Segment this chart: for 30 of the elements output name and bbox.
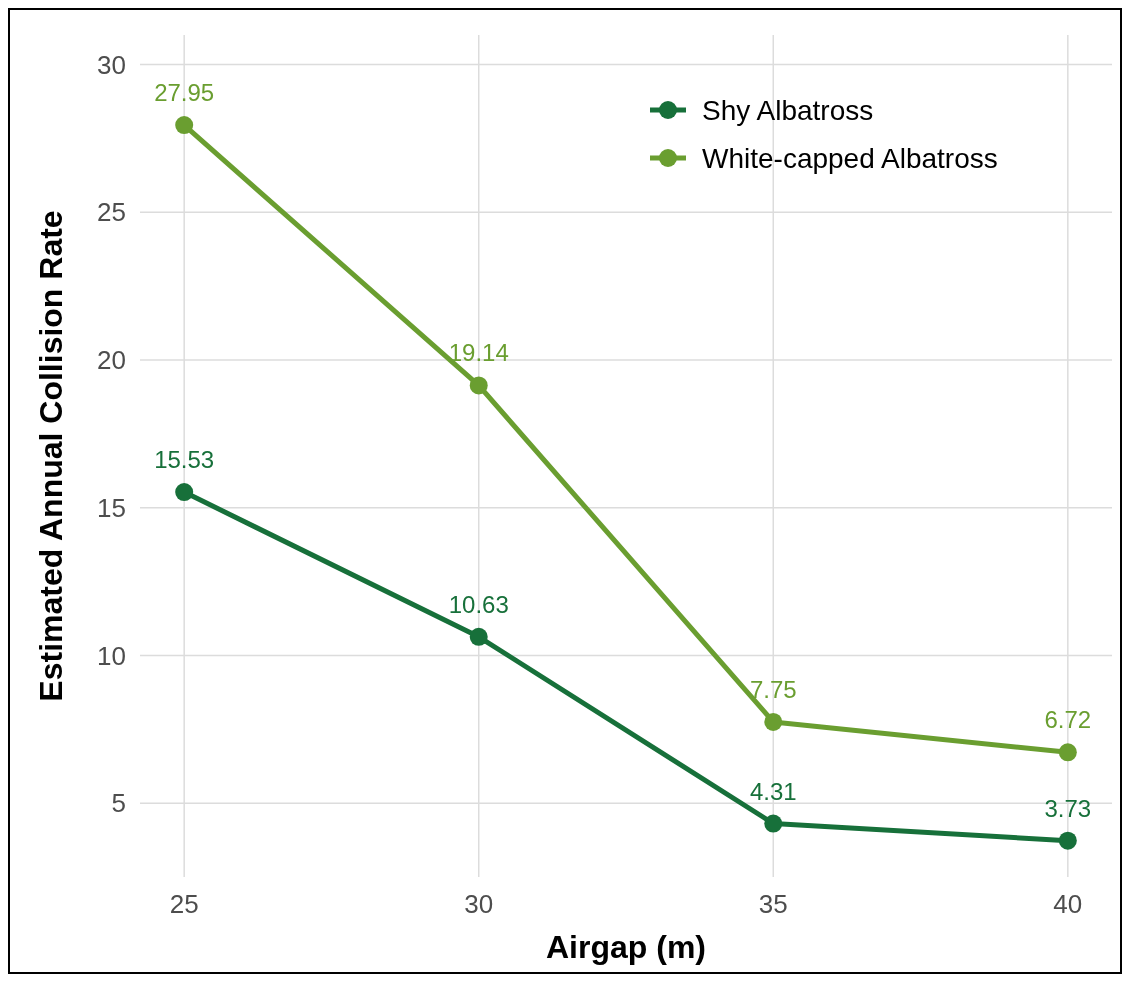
data-label: 10.63 (448, 590, 509, 618)
point (1058, 743, 1077, 762)
x-tick-label: 35 (758, 889, 788, 919)
y-axis-title: Estimated Annual Collision Rate (33, 210, 69, 702)
legend-label: White-capped Albatross (702, 142, 998, 174)
point (469, 376, 488, 395)
y-tick-label: 30 (97, 49, 126, 80)
point (175, 116, 194, 135)
data-label: 4.31 (749, 777, 797, 805)
x-tick-label: 25 (169, 889, 199, 919)
x-tick-label: 40 (1053, 889, 1083, 919)
data-label: 3.73 (1044, 794, 1092, 822)
y-tick-label: 10 (97, 640, 126, 671)
data-label: 27.95 (154, 79, 215, 107)
y-tick-label: 20 (97, 345, 126, 376)
data-label: 7.75 (749, 675, 797, 703)
point (175, 483, 194, 502)
point (764, 712, 783, 731)
y-tick-label: 5 (111, 788, 126, 819)
data-label: 6.72 (1044, 706, 1092, 734)
y-tick-label: 15 (97, 492, 126, 523)
data-label: 15.53 (154, 446, 215, 474)
y-tick-label: 25 (97, 197, 126, 228)
x-tick-label: 30 (464, 889, 494, 919)
x-axis-title: Airgap (m) (546, 929, 706, 965)
point (469, 627, 488, 646)
data-label: 19.14 (448, 339, 509, 367)
point (1058, 831, 1077, 850)
point (764, 814, 783, 833)
legend-label: Shy Albatross (702, 94, 874, 126)
